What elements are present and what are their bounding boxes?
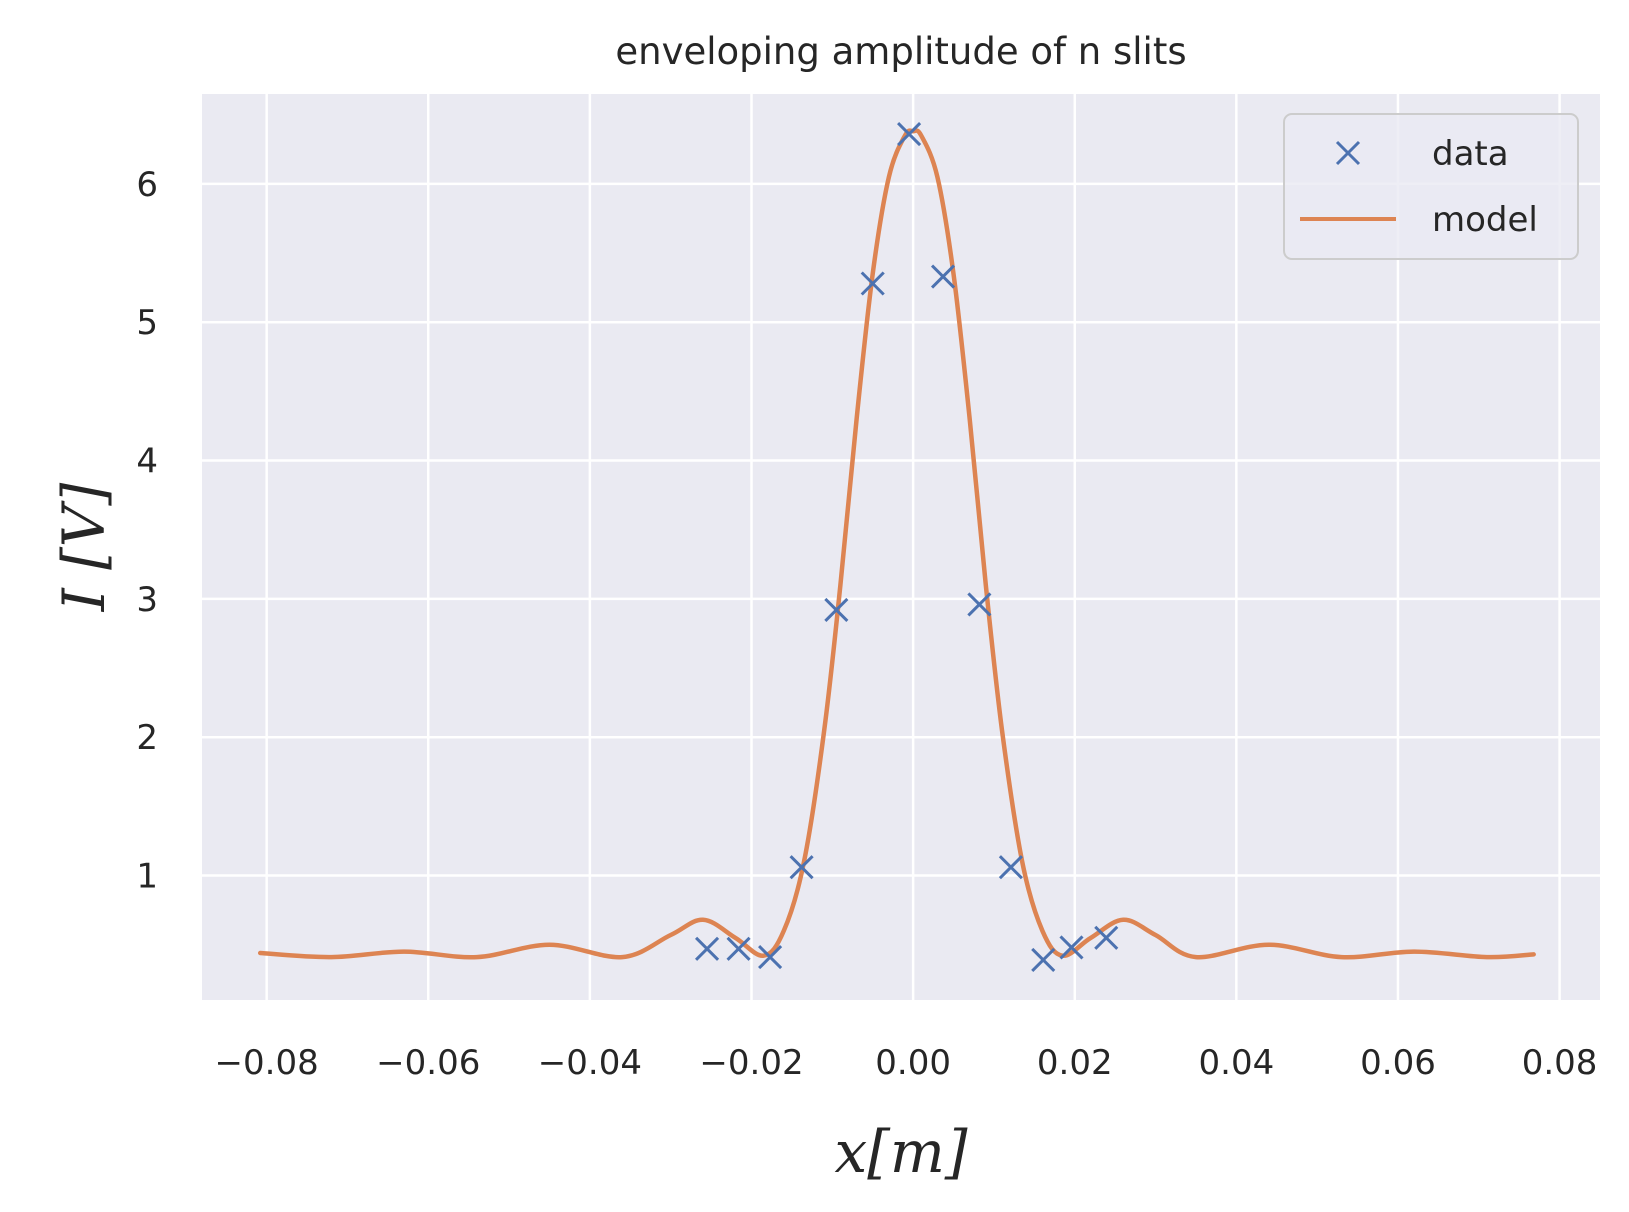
data-point-stroke xyxy=(998,855,1023,880)
x-tick-label: 0.08 xyxy=(1522,1043,1598,1083)
chart-title: enveloping amplitude of n slits xyxy=(615,30,1186,73)
data-point xyxy=(1059,935,1084,960)
x-tick-label: 0.06 xyxy=(1360,1043,1436,1083)
data-point xyxy=(967,592,992,617)
y-tick-label: 6 xyxy=(136,165,158,205)
data-point xyxy=(758,945,783,970)
legend-box xyxy=(1283,113,1579,260)
y-tick-label: 5 xyxy=(136,303,158,343)
legend: data model xyxy=(1283,113,1579,260)
data-point xyxy=(824,597,849,622)
data-point-stroke xyxy=(1059,935,1084,960)
y-tick-labels: 1 2 3 4 5 6 xyxy=(136,165,158,897)
data-point xyxy=(860,271,885,296)
x-tick-label: 0.02 xyxy=(1037,1043,1113,1083)
y-tick-label: 1 xyxy=(136,857,158,897)
data-point-stroke xyxy=(726,936,751,961)
data-point xyxy=(998,855,1023,880)
data-point xyxy=(930,264,956,289)
y-tick-label: 2 xyxy=(136,718,158,758)
data-point-stroke xyxy=(824,597,849,622)
legend-label-model: model xyxy=(1432,200,1538,240)
data-point-stroke xyxy=(758,945,783,970)
data-point-stroke xyxy=(897,122,922,147)
data-point-stroke xyxy=(930,264,956,289)
x-tick-label: −0.02 xyxy=(699,1043,803,1083)
data-point-stroke xyxy=(789,855,814,880)
y-axis-label: I [V] xyxy=(50,482,118,612)
data-point-stroke xyxy=(694,936,720,961)
data-point xyxy=(726,936,751,961)
data-point-stroke xyxy=(1094,925,1119,950)
data-point-stroke xyxy=(967,592,992,617)
legend-marker-data xyxy=(1335,140,1361,166)
y-tick-label: 4 xyxy=(136,442,158,482)
x-tick-label: 0.04 xyxy=(1199,1043,1275,1083)
x-tick-label: −0.08 xyxy=(215,1043,319,1083)
data-point xyxy=(694,936,720,961)
data-point xyxy=(789,855,814,880)
data-point xyxy=(1031,947,1056,972)
y-tick-label: 3 xyxy=(136,580,158,620)
legend-label-data: data xyxy=(1432,134,1509,174)
x-tick-label: 0.00 xyxy=(875,1043,951,1083)
data-point xyxy=(897,122,922,147)
data-point-stroke xyxy=(1031,947,1056,972)
data-point xyxy=(1094,925,1119,950)
data-point-stroke xyxy=(860,271,885,296)
data-series xyxy=(694,122,1119,972)
x-tick-label: −0.04 xyxy=(538,1043,642,1083)
x-tick-label: −0.06 xyxy=(376,1043,480,1083)
x-axis-label: x[m] xyxy=(835,1118,968,1186)
x-tick-labels: −0.08 −0.06 −0.04 −0.02 0.00 0.02 0.04 0.06 0.08 xyxy=(215,1043,1598,1083)
